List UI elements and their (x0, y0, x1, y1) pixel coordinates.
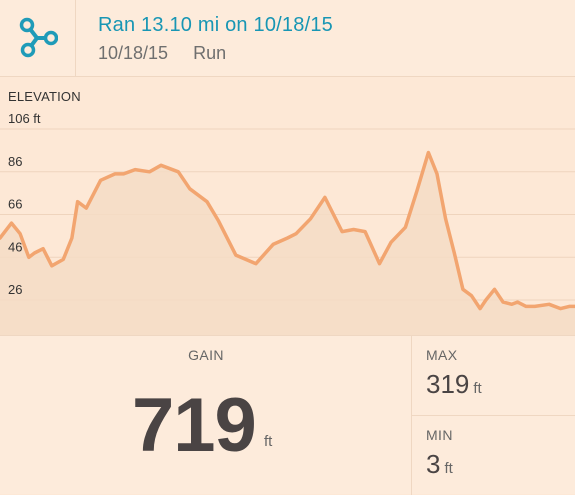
stats-panel: GAIN 719 ft MAX 319 ft MIN 3 ft (0, 335, 575, 495)
gain-unit: ft (264, 433, 273, 450)
y-tick-label: 86 (8, 154, 22, 169)
activity-subtitle: 10/18/15 Run (98, 43, 226, 64)
max-label: MAX (426, 347, 458, 363)
min-value-row: 3 ft (426, 449, 453, 480)
min-stat: MIN 3 ft (412, 416, 575, 495)
elevation-line (0, 150, 575, 311)
y-tick-label: 106 ft (8, 111, 41, 126)
max-value: 319 (426, 369, 470, 399)
gain-label: GAIN (188, 347, 224, 363)
y-tick-label: 66 (8, 197, 22, 212)
chart-title: ELEVATION (8, 89, 81, 104)
elevation-chart-svg: 26 46 66 86 106 ft (0, 111, 575, 335)
activity-type: Run (193, 43, 227, 63)
route-icon[interactable] (0, 0, 76, 76)
min-label: MIN (426, 427, 453, 443)
max-unit: ft (473, 380, 482, 397)
elevation-area (0, 152, 575, 335)
gain-value: 719 (132, 383, 257, 468)
activity-title: Ran 13.10 mi on 10/18/15 (98, 14, 333, 36)
min-value: 3 (426, 449, 441, 479)
max-value-row: 319 ft (426, 369, 482, 400)
y-tick-label: 46 (8, 239, 22, 254)
activity-header: Ran 13.10 mi on 10/18/15 10/18/15 Run (0, 0, 575, 77)
min-unit: ft (444, 460, 453, 477)
elevation-chart: 26 46 66 86 106 ft ELEVATION (0, 77, 575, 335)
activity-date: 10/18/15 (98, 43, 169, 63)
gain-stat: GAIN 719 ft (0, 336, 412, 495)
max-stat: MAX 319 ft (412, 336, 575, 416)
y-tick-label: 26 (8, 282, 22, 297)
